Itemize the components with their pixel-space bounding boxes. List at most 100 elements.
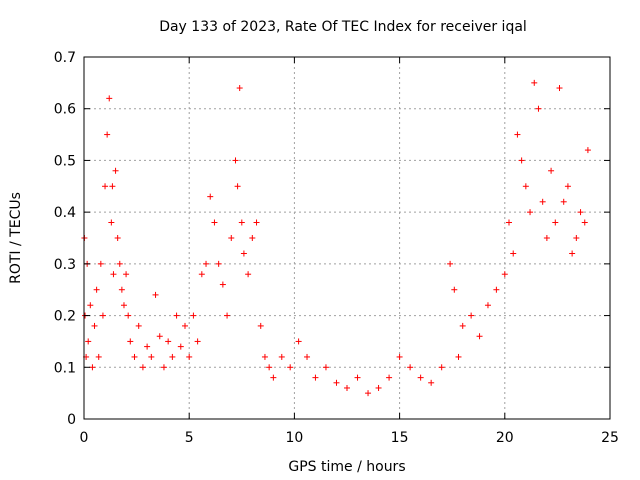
data-point bbox=[87, 302, 94, 309]
data-point bbox=[127, 338, 134, 345]
data-point bbox=[245, 271, 252, 278]
x-tick-label: 0 bbox=[80, 430, 89, 446]
data-point bbox=[569, 250, 576, 257]
data-point bbox=[211, 219, 218, 226]
data-point bbox=[261, 353, 268, 360]
data-point bbox=[531, 79, 538, 86]
x-tick-label: 15 bbox=[391, 430, 409, 446]
data-point bbox=[118, 286, 125, 293]
data-point bbox=[156, 333, 163, 340]
x-tick-label: 5 bbox=[185, 430, 194, 446]
y-axis-label: ROTI / TECUs bbox=[8, 192, 24, 284]
data-point bbox=[535, 105, 542, 112]
data-point bbox=[522, 183, 529, 190]
data-point bbox=[215, 260, 222, 267]
data-point bbox=[501, 271, 508, 278]
data-point bbox=[106, 95, 113, 102]
data-point bbox=[114, 235, 121, 241]
data-point bbox=[186, 353, 193, 360]
data-point bbox=[95, 353, 102, 360]
data-point bbox=[249, 235, 256, 241]
data-point bbox=[560, 198, 567, 205]
y-tick-label: 0.2 bbox=[54, 309, 76, 325]
data-point bbox=[102, 183, 109, 190]
data-point bbox=[120, 302, 127, 309]
data-point bbox=[257, 322, 264, 329]
data-point bbox=[556, 85, 563, 92]
x-tick-label: 10 bbox=[285, 430, 303, 446]
data-point bbox=[152, 291, 159, 298]
data-point bbox=[375, 384, 382, 391]
y-tick-label: 0.1 bbox=[54, 360, 76, 376]
data-point bbox=[207, 193, 214, 200]
data-point bbox=[270, 374, 277, 381]
x-tick-label: 20 bbox=[496, 430, 514, 446]
data-point bbox=[104, 131, 111, 138]
grid bbox=[84, 57, 610, 419]
data-point bbox=[165, 338, 172, 345]
data-point bbox=[112, 167, 119, 174]
data-point bbox=[510, 250, 517, 257]
y-tick-label: 0.7 bbox=[54, 50, 76, 66]
data-point bbox=[514, 131, 521, 138]
x-axis-label: GPS time / hours bbox=[288, 459, 405, 475]
data-point bbox=[198, 271, 205, 278]
data-point bbox=[190, 312, 197, 319]
data-point bbox=[577, 209, 584, 216]
data-point bbox=[169, 353, 176, 360]
data-point bbox=[194, 338, 201, 345]
y-tick-label: 0.6 bbox=[54, 102, 76, 118]
y-tick-label: 0 bbox=[67, 412, 76, 428]
data-point bbox=[236, 85, 243, 92]
data-point bbox=[89, 364, 96, 371]
data-points bbox=[81, 79, 591, 397]
data-point bbox=[173, 312, 180, 319]
data-point bbox=[564, 183, 571, 190]
data-point bbox=[455, 353, 462, 360]
data-point bbox=[333, 379, 340, 386]
data-point bbox=[396, 353, 403, 360]
data-point bbox=[543, 235, 550, 241]
data-point bbox=[144, 343, 151, 350]
data-point bbox=[181, 322, 188, 329]
data-point bbox=[484, 302, 491, 309]
data-point bbox=[266, 364, 273, 371]
data-point bbox=[177, 343, 184, 350]
data-point bbox=[428, 379, 435, 386]
data-point bbox=[407, 364, 414, 371]
data-point bbox=[99, 312, 106, 319]
data-point bbox=[312, 374, 319, 381]
data-point bbox=[365, 390, 372, 397]
data-point bbox=[476, 333, 483, 340]
x-tick-label: 25 bbox=[601, 430, 619, 446]
data-point bbox=[438, 364, 445, 371]
data-point bbox=[447, 260, 454, 267]
data-point bbox=[91, 322, 98, 329]
axis-ticks: 0 5 10 15 20 25 0 0.1 0.2 0.3 0.4 0.5 0.6 0.7 bbox=[54, 50, 619, 446]
data-point bbox=[581, 219, 588, 226]
data-point bbox=[493, 286, 500, 293]
chart-title: Day 133 of 2023, Rate Of TEC Index for r… bbox=[159, 19, 527, 35]
data-point bbox=[240, 250, 247, 257]
data-point bbox=[93, 286, 100, 293]
data-point bbox=[451, 286, 458, 293]
data-point bbox=[459, 322, 466, 329]
data-point bbox=[386, 374, 393, 381]
data-point bbox=[234, 183, 241, 190]
data-point bbox=[85, 338, 92, 345]
data-point bbox=[139, 364, 146, 371]
data-point bbox=[584, 147, 591, 154]
data-point bbox=[160, 364, 167, 371]
data-point bbox=[109, 183, 116, 190]
data-point bbox=[287, 364, 294, 371]
data-point bbox=[224, 312, 231, 319]
data-point bbox=[322, 364, 329, 371]
data-point bbox=[278, 353, 285, 360]
data-point bbox=[108, 219, 115, 226]
data-point bbox=[110, 271, 117, 278]
data-point bbox=[417, 374, 424, 381]
data-point bbox=[573, 235, 580, 241]
data-point bbox=[228, 235, 235, 241]
